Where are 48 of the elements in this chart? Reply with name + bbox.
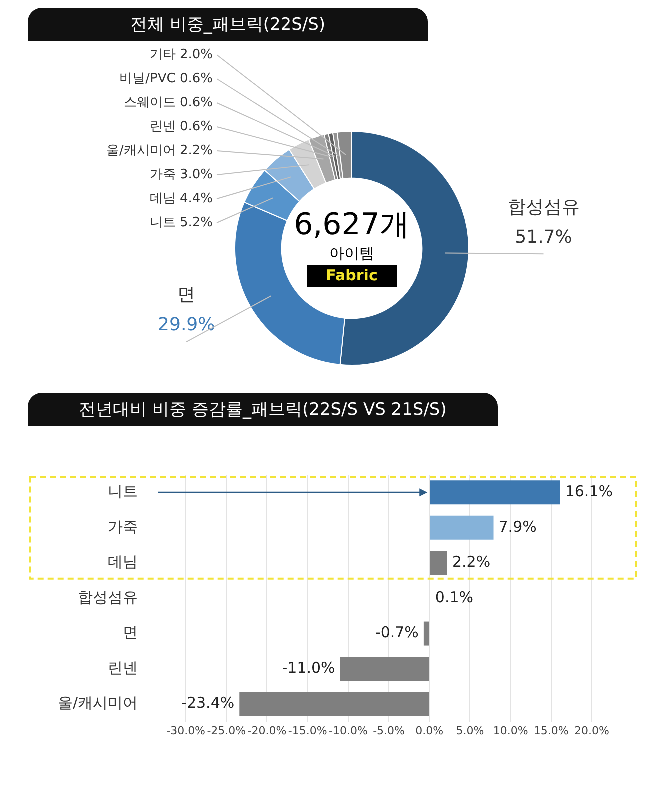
slice-label: 가죽 3.0% [150, 167, 213, 182]
y-tick-label: 울/캐시미어 [58, 694, 138, 712]
data-label: -0.7% [375, 624, 419, 642]
y-tick-label: 데님 [108, 553, 138, 572]
slice-label: 비닐/PVC 0.6% [120, 71, 213, 86]
slice-label: 울/캐시미어 2.2% [106, 143, 213, 158]
slice-label: 데님 4.4% [150, 191, 213, 206]
data-label: 7.9% [498, 518, 537, 536]
data-label: 0.1% [435, 588, 474, 606]
slice-label: 린넨 0.6% [150, 119, 213, 134]
data-label: -23.4% [182, 694, 235, 712]
x-tick-label: -20.0% [248, 724, 287, 738]
slice-label: 스웨이드 0.6% [124, 95, 213, 110]
y-tick-label: 가죽 [108, 518, 138, 536]
x-tick-label: -25.0% [207, 724, 246, 738]
y-tick-label: 면 [123, 624, 138, 642]
x-tick-label: -5.0% [373, 724, 405, 738]
chart-title: 전체 비중_패브릭(22S/S) [28, 8, 428, 41]
x-tick-label: -15.0% [288, 724, 328, 738]
y-tick-label: 린넨 [108, 658, 138, 677]
text: 아이템 [330, 244, 374, 262]
text: Fabric [326, 266, 378, 284]
bar [340, 657, 430, 682]
slice-label: 니트 5.2% [150, 215, 213, 230]
chart-title: 전년대비 비중 증감률_패브릭(22S/S VS 21S/S) [28, 393, 498, 426]
text: 6,627개 [294, 207, 410, 242]
slice-label: 면 [178, 284, 196, 306]
bar [430, 551, 448, 576]
x-tick-label: 20.0% [574, 724, 610, 738]
data-label: 29.9% [158, 314, 216, 336]
slice-label: 합성섬유 [508, 196, 580, 218]
data-label: 2.2% [452, 553, 491, 572]
data-label: 51.7% [515, 226, 572, 248]
bar [430, 480, 560, 505]
bar [240, 692, 430, 716]
x-tick-label: 5.0% [456, 724, 484, 738]
bar [430, 516, 494, 540]
y-tick-label: 합성섬유 [78, 588, 138, 606]
data-label: 16.1% [565, 482, 613, 501]
x-tick-label: -30.0% [166, 724, 206, 738]
data-label: -11.0% [282, 658, 336, 677]
x-tick-label: 10.0% [493, 724, 528, 738]
bar [424, 622, 430, 646]
y-tick-label: 니트 [108, 482, 138, 501]
x-tick-label: -10.0% [328, 724, 368, 738]
x-tick-label: 0.0% [416, 724, 444, 738]
slice-label: 기타 2.0% [150, 47, 213, 62]
x-tick-label: 15.0% [534, 724, 569, 738]
